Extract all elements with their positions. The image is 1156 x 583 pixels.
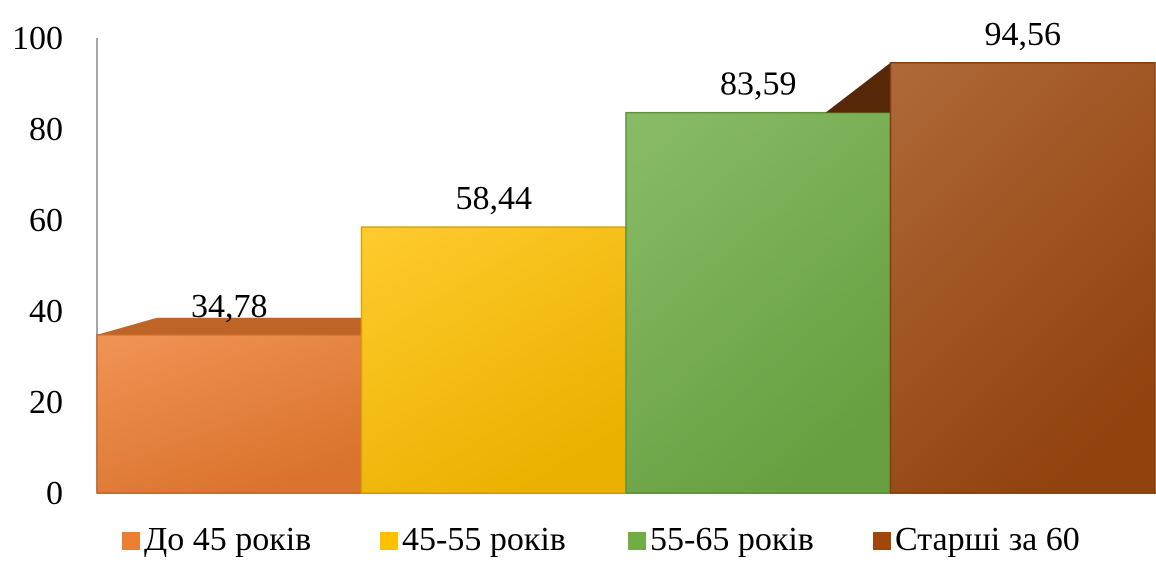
data-label-3: 83,59 xyxy=(720,66,797,103)
y-tick-label: 80 xyxy=(29,111,63,148)
bar-side-face xyxy=(825,62,891,113)
data-labels: 34,78 58,44 83,59 94,56 xyxy=(191,16,1061,325)
bar-1 xyxy=(96,334,363,494)
data-label-2: 58,44 xyxy=(456,180,533,217)
bar-3 xyxy=(625,111,892,494)
legend-label-2: 45-55 років xyxy=(402,521,566,558)
legend-label-4: Старші за 60 xyxy=(895,521,1080,558)
bar-2 xyxy=(360,226,627,494)
legend: До 45 років 45-55 років 55-65 років Старші … xyxy=(122,521,1080,558)
y-tick-label: 20 xyxy=(29,384,63,421)
y-tick-label: 40 xyxy=(29,293,63,330)
bar-top-face xyxy=(97,317,362,335)
legend-swatch-1 xyxy=(122,532,140,550)
legend-swatch-3 xyxy=(628,532,646,550)
legend-swatch-2 xyxy=(380,532,398,550)
data-label-4: 94,56 xyxy=(985,16,1062,53)
legend-label-3: 55-65 років xyxy=(650,521,814,558)
data-label-1: 34,78 xyxy=(191,288,268,325)
y-tick-label: 60 xyxy=(29,202,63,239)
bars xyxy=(96,62,1156,494)
legend-label-1: До 45 років xyxy=(144,521,311,558)
y-tick-label: 100 xyxy=(12,20,63,57)
y-tick-label: 0 xyxy=(46,475,63,512)
legend-swatch-4 xyxy=(873,532,891,550)
bar-4 xyxy=(889,62,1156,494)
